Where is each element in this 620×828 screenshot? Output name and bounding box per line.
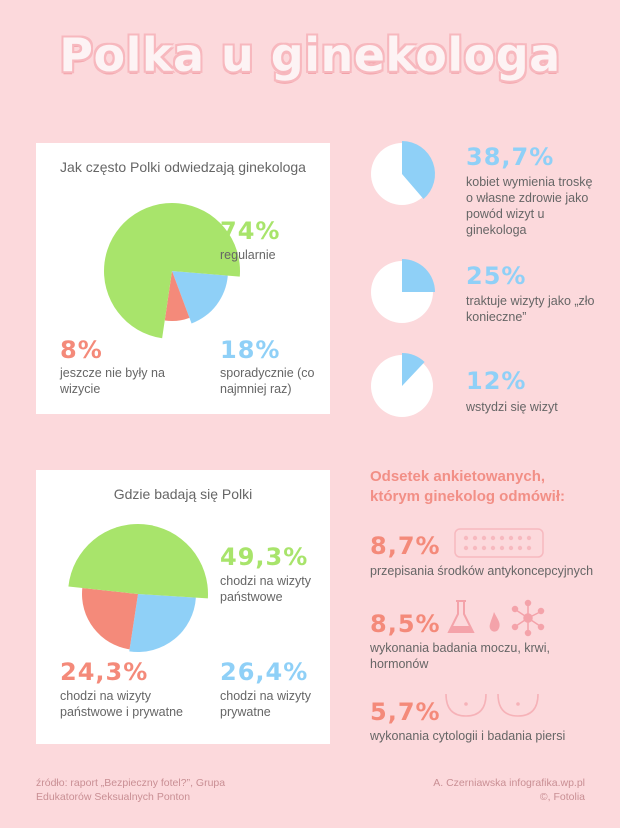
slice-label-regularly: 74%	[220, 217, 281, 245]
attitude-desc-shame: wstydzi się wizyt	[466, 400, 558, 414]
slice-label-private: 26,4%	[220, 658, 309, 686]
frequency-slice-2	[164, 271, 190, 321]
source-left: źródło: raport „Bezpieczny fotel?”, Grup…	[36, 777, 226, 803]
attitude-value-shame: 12%	[466, 367, 527, 395]
drop-icon	[489, 612, 500, 632]
frequency-slice-0	[103, 203, 240, 339]
location-slice-1	[129, 594, 196, 652]
refusal-value-contraception: 8,7%	[370, 532, 441, 560]
mini-pie-slice-2	[402, 353, 425, 386]
refusal-desc-lab-tests: wykonania badania moczu, krwi, hormonów	[370, 641, 550, 671]
source-right: A. Czerniawska infografika.wp.pl ©, Foto…	[433, 777, 585, 803]
slice-desc-regularly: regularnie	[220, 248, 276, 262]
location-pie-chart	[68, 523, 209, 652]
breast-icon	[445, 693, 539, 717]
refusal-value-cytology: 5,7%	[370, 698, 441, 726]
lab-test-icon	[447, 599, 545, 637]
attitude-value-necessary-evil: 25%	[466, 262, 527, 290]
attitude-mini-pies	[371, 141, 435, 417]
slice-label-public: 49,3%	[220, 543, 309, 571]
frequency-card-title: Jak często Polki odwiedzają ginekologa	[60, 159, 306, 175]
slice-label-both: 24,3%	[60, 658, 149, 686]
attitude-value-health: 38,7%	[466, 143, 555, 171]
frequency-pie-chart	[103, 203, 240, 339]
refusal-value-lab-tests: 8,5%	[370, 610, 441, 638]
mini-pie-slice-0	[402, 141, 435, 200]
molecule-icon	[511, 599, 545, 637]
location-slice-2	[82, 588, 138, 650]
refusal-desc-cytology: wykonania cytologii i badania piersi	[370, 729, 566, 743]
location-slice-0	[68, 523, 209, 599]
frequency-card: Jak często Polki odwiedzają ginekologa 7…	[36, 143, 330, 414]
slice-desc-private: chodzi na wizyty prywatne	[220, 689, 312, 719]
refusal-desc-contraception: przepisania środków antykoncepcyjnych	[370, 564, 594, 578]
refusal-heading: Odsetek ankietowanych, którym ginekolog …	[370, 468, 566, 505]
slice-label-sporadic: 18%	[220, 336, 281, 364]
slice-desc-never: jeszcze nie były na wizycie	[60, 366, 165, 396]
location-card: Gdzie badają się Polki 49,3% chodzi na w…	[36, 470, 330, 744]
frequency-slice-1	[172, 271, 228, 324]
page-title: Polka u ginekologa	[59, 28, 561, 82]
slice-desc-sporadic: sporadycznie (co najmniej raz)	[220, 366, 315, 396]
mini-pie-slice-1	[402, 259, 435, 292]
slice-desc-both: chodzi na wizyty państwowe i prywatne	[60, 689, 183, 719]
attitude-desc-health: kobiet wymienia troskę o własne zdrowie …	[466, 175, 593, 237]
pill-pack-icon	[454, 528, 544, 558]
location-card-title: Gdzie badają się Polki	[113, 486, 253, 502]
attitude-desc-necessary-evil: traktuje wizyty jako „zło konieczne”	[466, 294, 595, 324]
slice-label-never: 8%	[60, 336, 103, 364]
slice-desc-public: chodzi na wizyty państwowe	[220, 574, 312, 604]
